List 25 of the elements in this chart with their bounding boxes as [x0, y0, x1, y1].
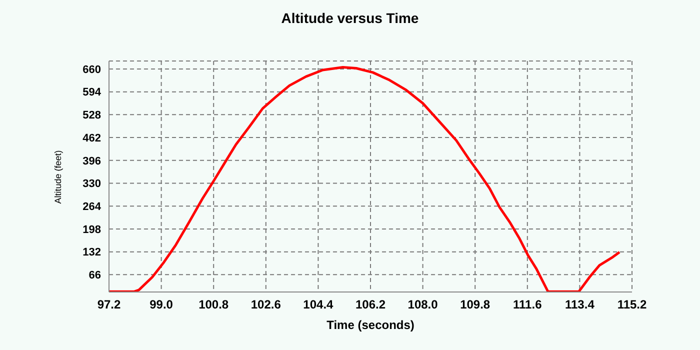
x-tick-label: 100.8 — [198, 298, 229, 312]
y-tick-label: 528 — [82, 110, 101, 122]
x-tick-label: 102.6 — [250, 298, 282, 312]
y-tick-label: 330 — [82, 178, 101, 190]
x-tick-label: 106.2 — [355, 298, 386, 312]
y-tick-label: 132 — [82, 246, 101, 259]
x-axis-title: Time (seconds) — [326, 318, 416, 332]
y-tick-label: 462 — [82, 132, 101, 144]
x-tick-label: 97.2 — [97, 298, 121, 312]
x-tick-label: 115.2 — [617, 298, 648, 312]
chart-title: Altitude versus Time — [280, 10, 420, 26]
y-axis-title: Altitude (feet) — [53, 150, 63, 204]
x-tick-label: 104.4 — [303, 298, 334, 312]
y-tick-label: 264 — [82, 201, 102, 214]
y-tick-label: 198 — [82, 224, 101, 236]
x-tick-label: 99.0 — [150, 298, 174, 312]
y-tick-label: 660 — [82, 64, 101, 76]
y-tick-label: 594 — [82, 86, 102, 99]
x-tick-label: 108.0 — [408, 298, 438, 312]
y-tick-label: 66 — [88, 270, 101, 282]
y-tick-label: 396 — [82, 155, 101, 168]
x-tick-label: 113.4 — [565, 298, 595, 312]
x-tick-label: 111.6 — [513, 298, 542, 312]
line-series — [109, 66, 621, 292]
x-tick-label: 109.8 — [460, 298, 490, 312]
